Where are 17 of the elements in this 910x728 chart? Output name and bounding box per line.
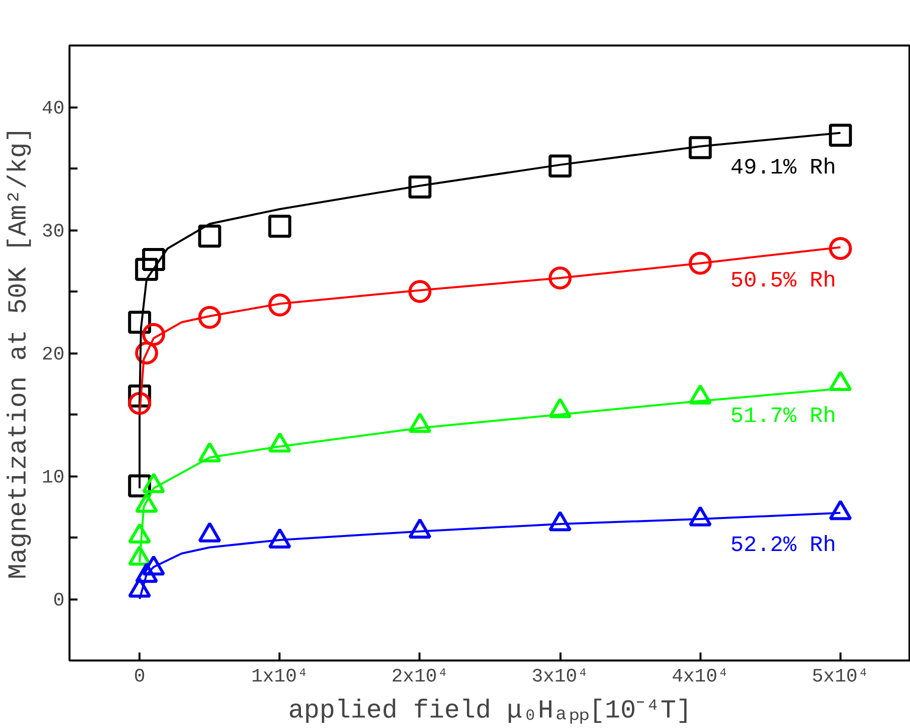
x-tick-label: 2x10⁴: [391, 666, 448, 688]
series-label: 50.5% Rh: [730, 268, 836, 294]
y-axis-title: Magnetization at 50K [Am²/kg]: [4, 126, 34, 580]
y-tick-label: 40: [42, 98, 65, 120]
series-label: 51.7% Rh: [730, 404, 836, 429]
x-tick-label: 3x10⁴: [532, 666, 589, 688]
x-tick-label: 5x10⁴: [812, 666, 869, 688]
series-label: 52.2% Rh: [730, 532, 836, 558]
y-tick-label: 0: [53, 590, 65, 612]
x-tick-label: 1x10⁴: [251, 666, 308, 688]
y-tick-label: 30: [42, 220, 65, 242]
series-label: 49.1% Rh: [730, 155, 836, 180]
y-tick-label: 20: [42, 344, 65, 366]
x-tick-label: 0: [134, 666, 146, 688]
x-tick-label: 4x10⁴: [672, 666, 729, 688]
x-axis-title: applied field μ₀Hₐₚₚ[10⁻⁴T]: [288, 696, 692, 726]
y-tick-label: 10: [42, 466, 65, 488]
